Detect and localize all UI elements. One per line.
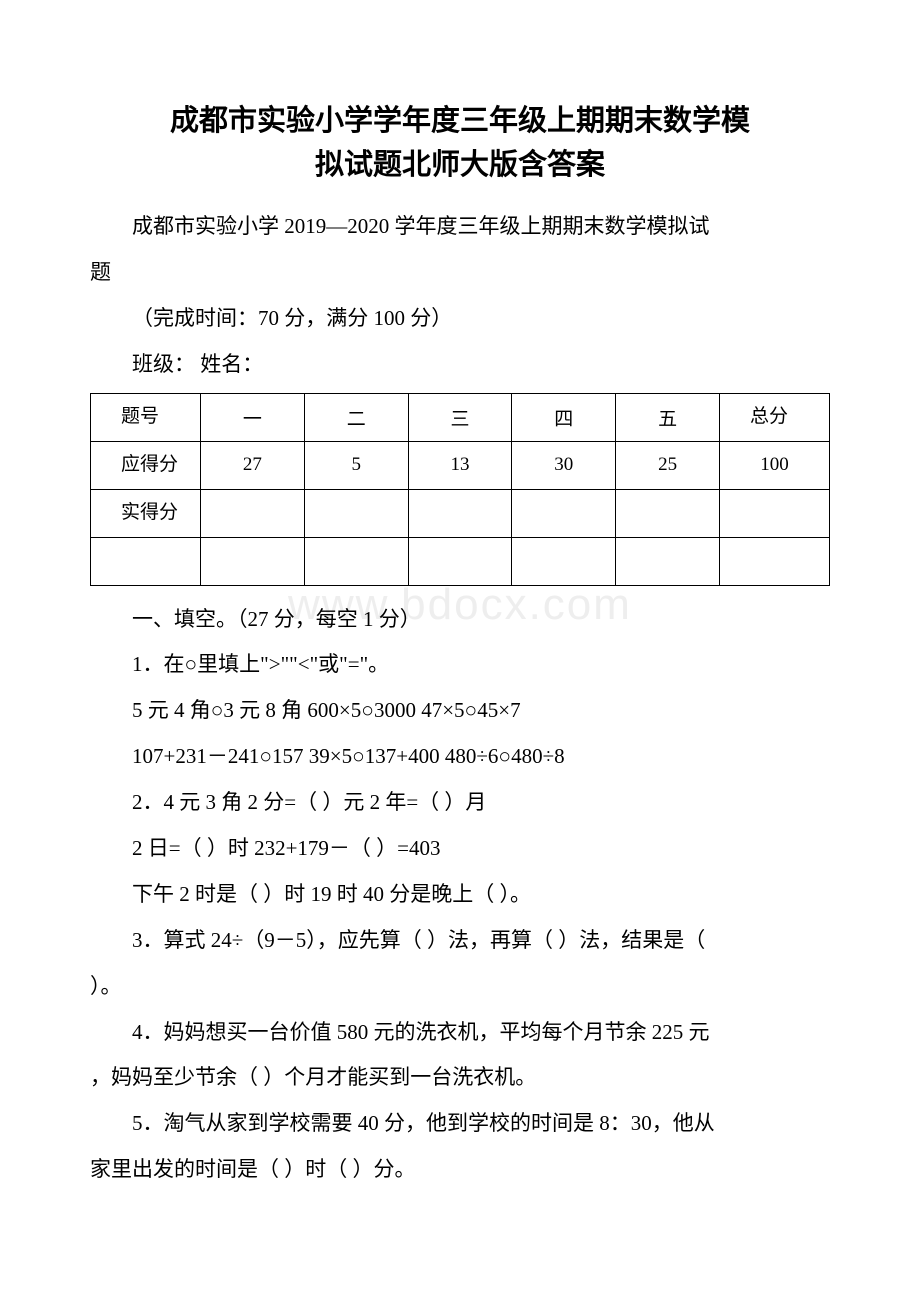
intro-paragraph-line2: 题: [90, 253, 830, 293]
cell: 四: [512, 393, 616, 441]
cell: 五: [616, 393, 720, 441]
cell: 三: [408, 393, 512, 441]
title-line-1: 成都市实验小学学年度三年级上期期末数学模: [170, 105, 750, 137]
table-row: 实得分: [91, 489, 830, 537]
cell: 30: [512, 441, 616, 489]
intro-paragraph-line1: 成都市实验小学 2019—2020 学年度三年级上期期末数学模拟试: [90, 207, 830, 247]
q5-line1: 5．淘气从家到学校需要 40 分，他到学校的时间是 8：30，他从: [90, 1104, 830, 1144]
q4-line1: 4．妈妈想买一台价值 580 元的洗衣机，平均每个月节余 225 元: [90, 1013, 830, 1053]
cell-label: 题号: [91, 393, 201, 441]
cell: [512, 489, 616, 537]
q2-line3: 下午 2 时是（ ）时 19 时 40 分是晚上（ ）。: [90, 875, 830, 915]
class-name-fields: 班级： 姓名：: [90, 345, 830, 385]
q2-line1: 2．4 元 3 角 2 分=（ ）元 2 年=（ ）月: [90, 783, 830, 823]
cell: 5: [304, 441, 408, 489]
q1-intro: 1．在○里填上">""<"或"="。: [90, 645, 830, 685]
table-row: [91, 537, 830, 585]
q1-line1: 5 元 4 角○3 元 8 角 600×5○3000 47×5○45×7: [90, 691, 830, 731]
q2-line2: 2 日=（ ）时 232+179－（ ）=403: [90, 829, 830, 869]
cell: [616, 537, 720, 585]
cell: 13: [408, 441, 512, 489]
cell: [720, 537, 830, 585]
cell: [304, 537, 408, 585]
cell: [616, 489, 720, 537]
cell: 二: [304, 393, 408, 441]
cell: [201, 537, 305, 585]
cell: 25: [616, 441, 720, 489]
cell: [408, 489, 512, 537]
cell: [91, 537, 201, 585]
score-table: 题号 一 二 三 四 五 总分 应得分 27 5 13 30 25 100 实得…: [90, 393, 830, 586]
cell: [720, 489, 830, 537]
q3-line1: 3．算式 24÷（9－5），应先算（ ）法，再算（ ）法，结果是（: [90, 921, 830, 961]
cell: 100: [720, 441, 830, 489]
document-title: 成都市实验小学学年度三年级上期期末数学模 拟试题北师大版含答案: [90, 100, 830, 187]
cell: [408, 537, 512, 585]
cell: 27: [201, 441, 305, 489]
section-1-title: 一、填空。（27 分，每空 1 分）: [90, 600, 830, 640]
q1-line2: 107+231－241○157 39×5○137+400 480÷6○480÷8: [90, 737, 830, 777]
cell: [304, 489, 408, 537]
q5-line2: 家里出发的时间是（ ）时（ ）分。: [90, 1150, 830, 1190]
cell: 一: [201, 393, 305, 441]
cell: [512, 537, 616, 585]
q3-line2: ）。: [90, 967, 830, 1007]
cell: [201, 489, 305, 537]
table-row: 题号 一 二 三 四 五 总分: [91, 393, 830, 441]
q4-line2: ，妈妈至少节余（ ）个月才能买到一台洗衣机。: [90, 1058, 830, 1098]
cell-label: 总分: [720, 393, 830, 441]
cell-label: 应得分: [91, 441, 201, 489]
time-info: （完成时间：70 分，满分 100 分）: [90, 299, 830, 339]
title-line-2: 拟试题北师大版含答案: [315, 149, 605, 181]
cell-label: 实得分: [91, 489, 201, 537]
table-row: 应得分 27 5 13 30 25 100: [91, 441, 830, 489]
